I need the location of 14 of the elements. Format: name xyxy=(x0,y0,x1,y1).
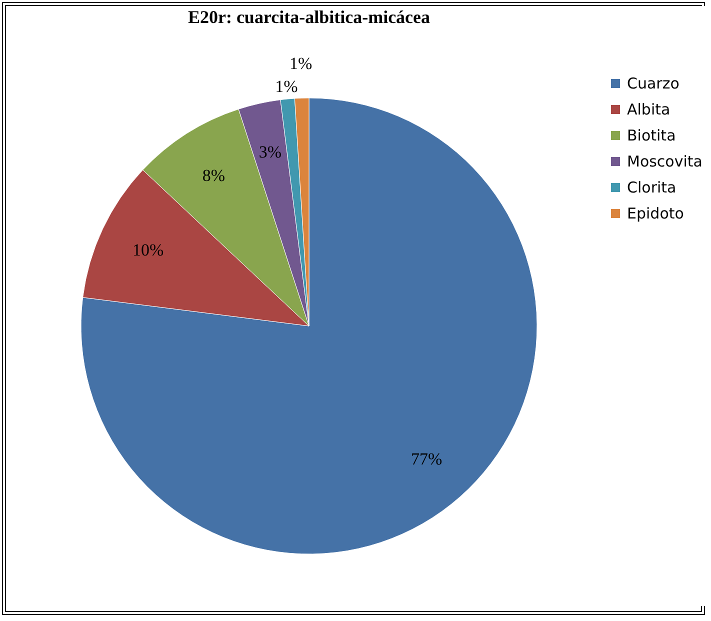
legend-label: Cuarzo xyxy=(627,74,680,92)
legend-label: Epidoto xyxy=(627,204,684,222)
legend-label: Clorita xyxy=(627,178,676,196)
data-label: 1% xyxy=(289,54,312,74)
legend-label: Moscovita xyxy=(627,152,702,170)
data-label: 8% xyxy=(202,166,226,185)
chart-title: E20r: cuarcita-albitica-micácea xyxy=(188,7,430,28)
data-label: 10% xyxy=(132,240,164,260)
legend-label: Biotita xyxy=(627,126,676,144)
data-label: 1% xyxy=(275,77,298,96)
pie-slice xyxy=(80,98,538,554)
data-label: 3% xyxy=(258,142,282,162)
data-label: 77% xyxy=(411,449,442,468)
legend-label: Albita xyxy=(627,100,670,118)
